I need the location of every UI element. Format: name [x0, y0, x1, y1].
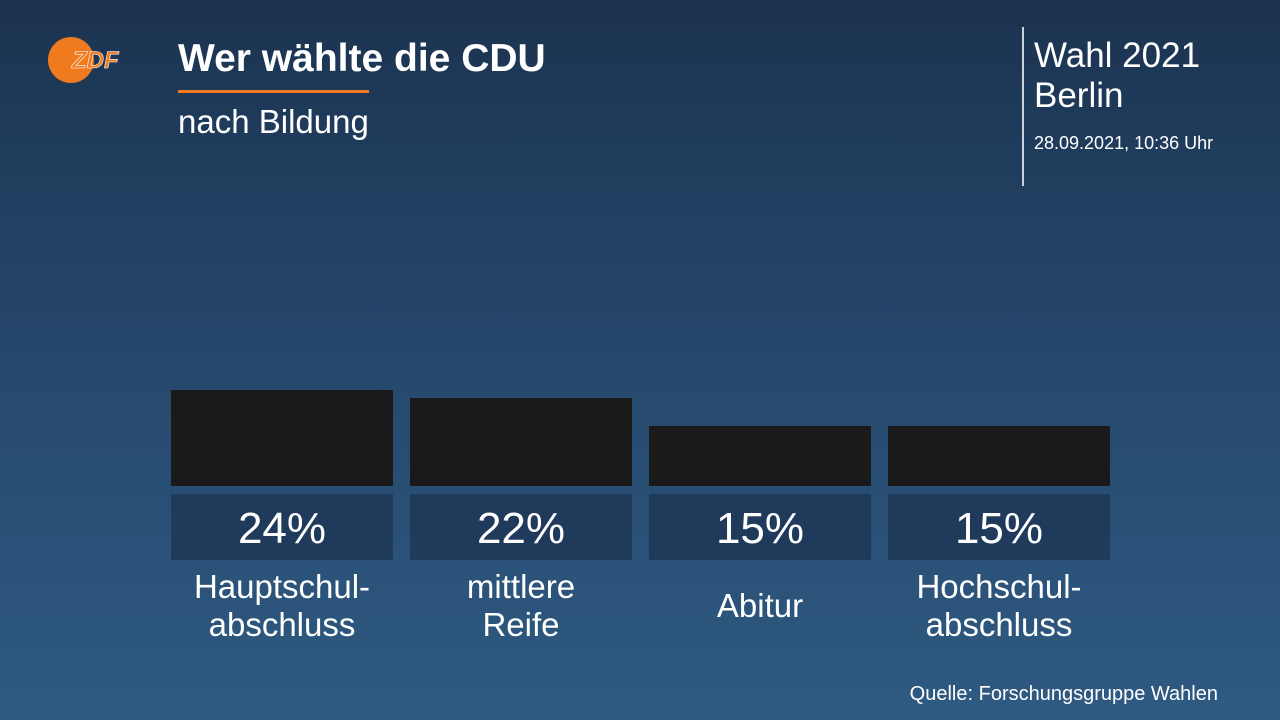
value-label-2: 22% [477, 504, 565, 553]
bar-2 [410, 398, 632, 486]
header-divider [1022, 27, 1024, 186]
category-label-4: Hochschul-abschluss [916, 568, 1081, 643]
bar-3 [649, 426, 871, 486]
timestamp: 28.09.2021, 10:36 Uhr [1034, 133, 1214, 153]
value-label-box-4 [888, 494, 1110, 560]
value-label-box-3 [649, 494, 871, 560]
zdf-logo-text: ZDF [71, 47, 120, 74]
zdf-logo: ZDF [48, 37, 120, 83]
title-underline [178, 90, 369, 93]
election-title: Wahl 2021 [1034, 36, 1201, 75]
election-region: Berlin [1034, 76, 1124, 115]
bar-1 [171, 390, 393, 486]
value-label-1: 24% [238, 504, 326, 553]
value-label-box-1 [171, 494, 393, 560]
chart-subtitle: nach Bildung [178, 103, 369, 140]
value-label-4: 15% [955, 504, 1043, 553]
bar-4 [888, 426, 1110, 486]
category-label-2: mittlere Reife [467, 568, 575, 643]
source-note: Quelle: Forschungsgruppe Wahlen [909, 683, 1218, 705]
election-info: Wahl 2021 Berlin [1034, 36, 1200, 116]
value-label-3: 15% [716, 504, 804, 553]
value-label-box-2 [410, 494, 632, 560]
category-label-1: Hauptschul-abschluss [194, 568, 370, 643]
category-label-3: Abitur [717, 587, 803, 624]
chart-title: Wer wählte die CDU [178, 37, 546, 80]
